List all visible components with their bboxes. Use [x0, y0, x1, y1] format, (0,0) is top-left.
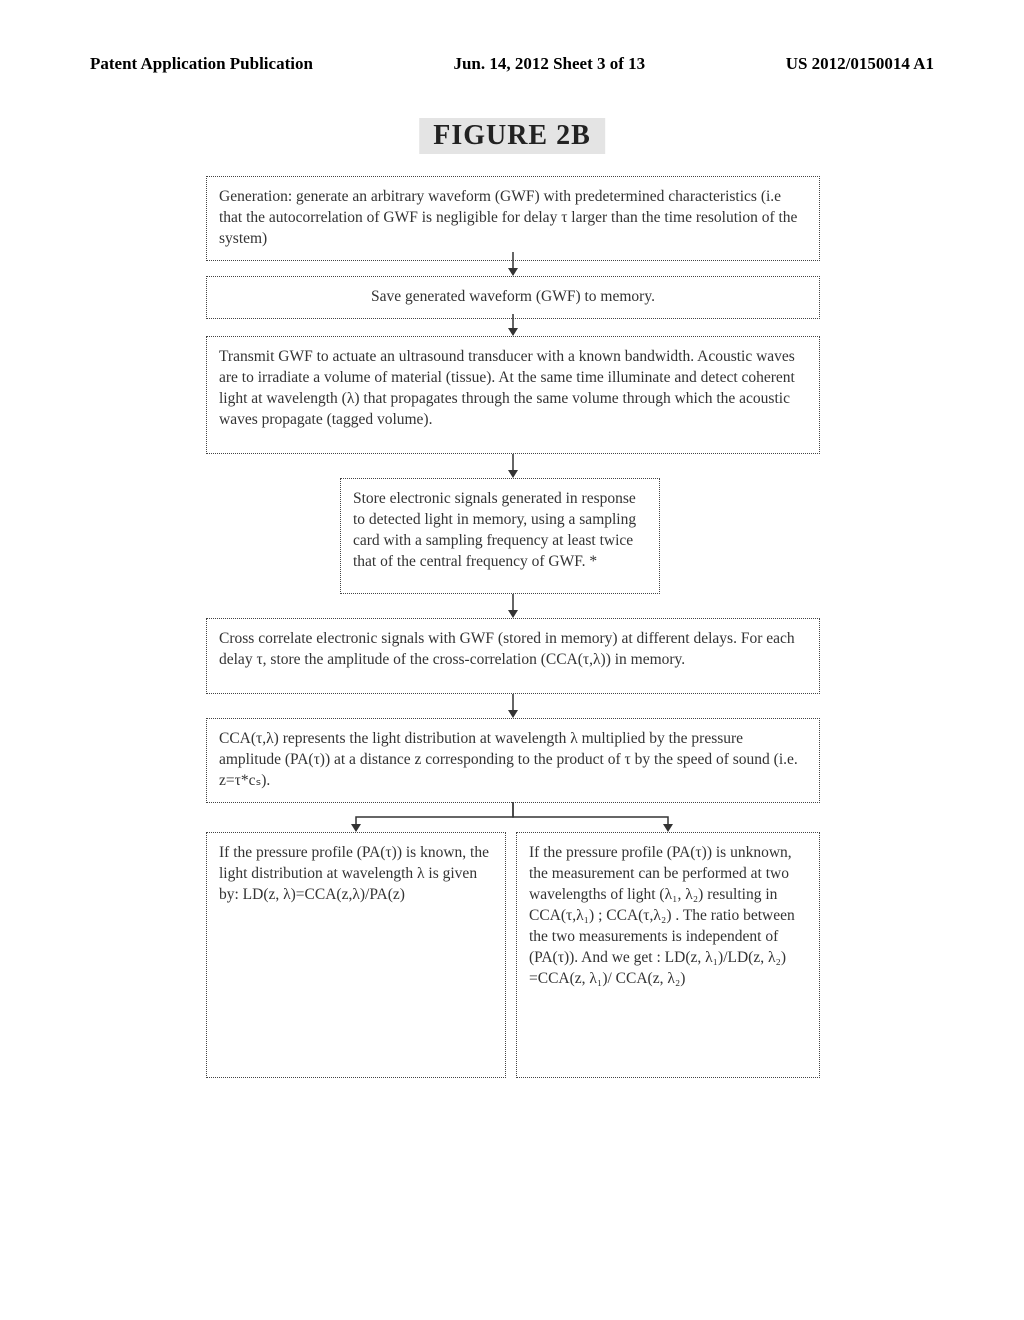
page-header: Patent Application Publication Jun. 14, …	[90, 54, 934, 74]
flow-step-transmit: Transmit GWF to actuate an ultrasound tr…	[206, 336, 820, 454]
flow-step-correlate: Cross correlate electronic signals with …	[206, 618, 820, 694]
arrow-down-icon	[504, 594, 522, 618]
flow-text: Cross correlate electronic signals with …	[219, 630, 795, 668]
arrow-down-icon	[504, 694, 522, 718]
figure-title: FIGURE 2B	[419, 118, 605, 154]
flow-text: Save generated waveform (GWF) to memory.	[371, 288, 655, 305]
flow-step-unknown-profile: If the pressure profile (PA(τ)) is unkno…	[516, 832, 820, 1078]
flow-text: CCA(τ,λ) represents the light distributi…	[219, 730, 798, 789]
flow-step-store-signals: Store electronic signals generated in re…	[340, 478, 660, 594]
flow-text: If the pressure profile (PA(τ)) is unkno…	[529, 844, 795, 987]
header-center: Jun. 14, 2012 Sheet 3 of 13	[453, 54, 645, 74]
flow-step-known-profile: If the pressure profile (PA(τ)) is known…	[206, 832, 506, 1078]
flow-step-cca-explain: CCA(τ,λ) represents the light distributi…	[206, 718, 820, 803]
arrow-down-icon	[504, 252, 522, 276]
arrow-split-icon	[503, 802, 678, 837]
header-right: US 2012/0150014 A1	[786, 54, 934, 74]
header-left: Patent Application Publication	[90, 54, 313, 74]
flow-text: If the pressure profile (PA(τ)) is known…	[219, 844, 489, 903]
arrow-down-icon	[504, 314, 522, 336]
arrow-split-icon	[346, 802, 523, 837]
flow-text: Transmit GWF to actuate an ultrasound tr…	[219, 348, 795, 428]
flow-step-generation: Generation: generate an arbitrary wavefo…	[206, 176, 820, 261]
flow-text: Store electronic signals generated in re…	[353, 490, 636, 570]
flow-text: Generation: generate an arbitrary wavefo…	[219, 188, 797, 247]
arrow-down-icon	[504, 454, 522, 478]
flow-step-save: Save generated waveform (GWF) to memory.	[206, 276, 820, 319]
